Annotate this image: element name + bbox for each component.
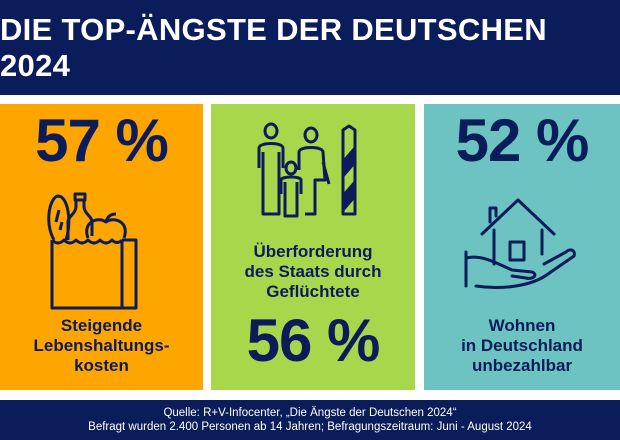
page-title: DIE TOP-ÄNGSTE DER DEUTSCHEN 2024 [0,11,547,83]
label-line: Lebenshaltungs- [33,336,170,355]
label-line: Wohnen [488,316,556,335]
grocery-bag-icon [47,192,138,310]
panel-label: Überforderung des Staats durch Geflüchte… [211,242,415,302]
source-text: Quelle: R+V-Infocenter, „Die Ängste der … [163,407,457,419]
footer: Quelle: R+V-Infocenter, „Die Ängste der … [0,400,620,440]
percent-value: 57 % [35,107,169,174]
panel-label: Wohnen in Deutschland unbezahlbar [424,316,620,376]
panel-refugees: Überforderung des Staats durch Geflüchte… [211,104,415,390]
survey-note: Befragt wurden 2.400 Personen ab 14 Jahr… [88,421,532,433]
percent-value: 52 % [455,107,590,174]
house-in-hand-icon [464,198,576,289]
panel-label: Steigende Lebenshaltungs- kosten [0,316,203,376]
label-line: in Deutschland [461,336,583,355]
label-line: des Staats durch [244,262,382,281]
label-line: Steigende [60,316,143,335]
label-line: Geflüchtete [266,282,360,301]
refugee-family-border-icon [257,122,357,218]
panel-housing: 52 % Wohnen in Deutschland unbezahlbar [424,104,620,390]
header: DIE TOP-ÄNGSTE DER DEUTSCHEN 2024 [0,0,620,95]
label-line: kosten [74,356,129,375]
label-line: unbezahlbar [471,356,573,375]
label-line: Überforderung [253,242,373,261]
percent-value: 56 % [246,307,381,374]
panel-cost-of-living: 57 % Steigende Lebenshaltungs- kosten [0,104,203,390]
